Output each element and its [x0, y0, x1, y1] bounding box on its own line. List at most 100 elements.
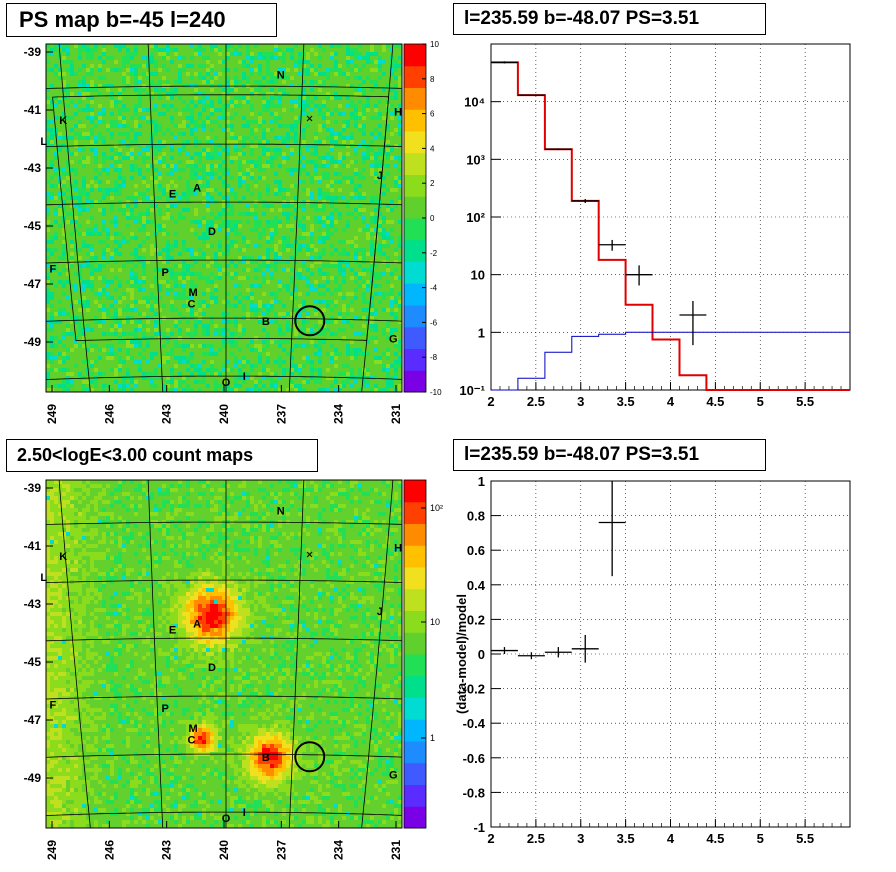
- map-pixel: [146, 376, 150, 380]
- map-pixel: [226, 152, 230, 156]
- map-pixel: [150, 56, 154, 60]
- map-pixel: [102, 224, 106, 228]
- map-pixel: [382, 568, 386, 572]
- map-pixel: [270, 292, 274, 296]
- map-pixel: [58, 504, 62, 508]
- map-pixel: [226, 560, 230, 564]
- map-pixel: [178, 588, 182, 592]
- map-pixel: [134, 284, 138, 288]
- map-pixel: [370, 48, 374, 52]
- map-pixel: [82, 388, 86, 392]
- map-pixel: [70, 612, 74, 616]
- map-pixel: [254, 224, 258, 228]
- map-pixel: [178, 312, 182, 316]
- map-pixel: [302, 52, 306, 56]
- map-pixel: [398, 360, 402, 364]
- map-pixel: [142, 288, 146, 292]
- map-pixel: [342, 380, 346, 384]
- map-pixel: [170, 488, 174, 492]
- map-pixel: [330, 320, 334, 324]
- map-pixel: [314, 344, 318, 348]
- map-pixel: [370, 268, 374, 272]
- map-pixel: [170, 508, 174, 512]
- map-pixel: [258, 572, 262, 576]
- map-pixel: [250, 212, 254, 216]
- map-pixel: [66, 368, 70, 372]
- map-pixel: [150, 220, 154, 224]
- map-pixel: [218, 496, 222, 500]
- map-pixel: [350, 488, 354, 492]
- map-pixel: [58, 484, 62, 488]
- map-pixel: [262, 212, 266, 216]
- map-pixel: [110, 236, 114, 240]
- map-pixel: [150, 120, 154, 124]
- map-pixel: [142, 228, 146, 232]
- map-pixel: [162, 356, 166, 360]
- map-pixel: [102, 256, 106, 260]
- map-pixel: [290, 276, 294, 280]
- map-pixel: [98, 120, 102, 124]
- map-pixel: [198, 140, 202, 144]
- map-pixel: [222, 184, 226, 188]
- map-pixel: [82, 96, 86, 100]
- map-pixel: [90, 544, 94, 548]
- map-pixel: [242, 172, 246, 176]
- map-pixel: [114, 488, 118, 492]
- map-pixel: [262, 496, 266, 500]
- map-pixel: [154, 44, 158, 48]
- map-pixel: [230, 600, 234, 604]
- map-pixel: [362, 252, 366, 256]
- map-pixel: [82, 560, 86, 564]
- map-pixel: [274, 312, 278, 316]
- map-pixel: [202, 172, 206, 176]
- map-pixel: [206, 152, 210, 156]
- map-pixel: [206, 172, 210, 176]
- map-pixel: [78, 308, 82, 312]
- map-pixel: [138, 100, 142, 104]
- map-pixel: [346, 144, 350, 148]
- map-pixel: [286, 144, 290, 148]
- map-pixel: [378, 76, 382, 80]
- map-pixel: [390, 288, 394, 292]
- map-pixel: [46, 612, 50, 616]
- map-pixel: [74, 540, 78, 544]
- map-pixel: [218, 176, 222, 180]
- map-pixel: [238, 284, 242, 288]
- map-pixel: [206, 168, 210, 172]
- map-pixel: [182, 596, 186, 600]
- map-pixel: [290, 84, 294, 88]
- map-pixel: [334, 520, 338, 524]
- map-pixel: [150, 540, 154, 544]
- map-pixel: [378, 164, 382, 168]
- map-pixel: [226, 112, 230, 116]
- map-pixel: [230, 244, 234, 248]
- map-pixel: [78, 332, 82, 336]
- map-pixel: [142, 160, 146, 164]
- map-pixel: [338, 172, 342, 176]
- map-pixel: [46, 492, 50, 496]
- map-pixel: [58, 192, 62, 196]
- map-pixel: [62, 252, 66, 256]
- map-pixel: [142, 336, 146, 340]
- map-pixel: [70, 516, 74, 520]
- map-pixel: [398, 156, 402, 160]
- map-pixel: [94, 224, 98, 228]
- map-pixel: [350, 352, 354, 356]
- map-pixel: [222, 364, 226, 368]
- map-pixel: [218, 224, 222, 228]
- map-pixel: [198, 112, 202, 116]
- map-pixel: [318, 284, 322, 288]
- map-pixel: [162, 316, 166, 320]
- map-pixel: [114, 68, 118, 72]
- map-pixel: [134, 332, 138, 336]
- map-pixel: [282, 212, 286, 216]
- map-pixel: [58, 480, 62, 484]
- map-pixel: [286, 512, 290, 516]
- y-tick-label: -41: [24, 103, 42, 117]
- map-pixel: [150, 316, 154, 320]
- map-pixel: [210, 232, 214, 236]
- map-pixel: [354, 68, 358, 72]
- map-pixel: [370, 524, 374, 528]
- map-pixel: [274, 492, 278, 496]
- map-pixel: [290, 368, 294, 372]
